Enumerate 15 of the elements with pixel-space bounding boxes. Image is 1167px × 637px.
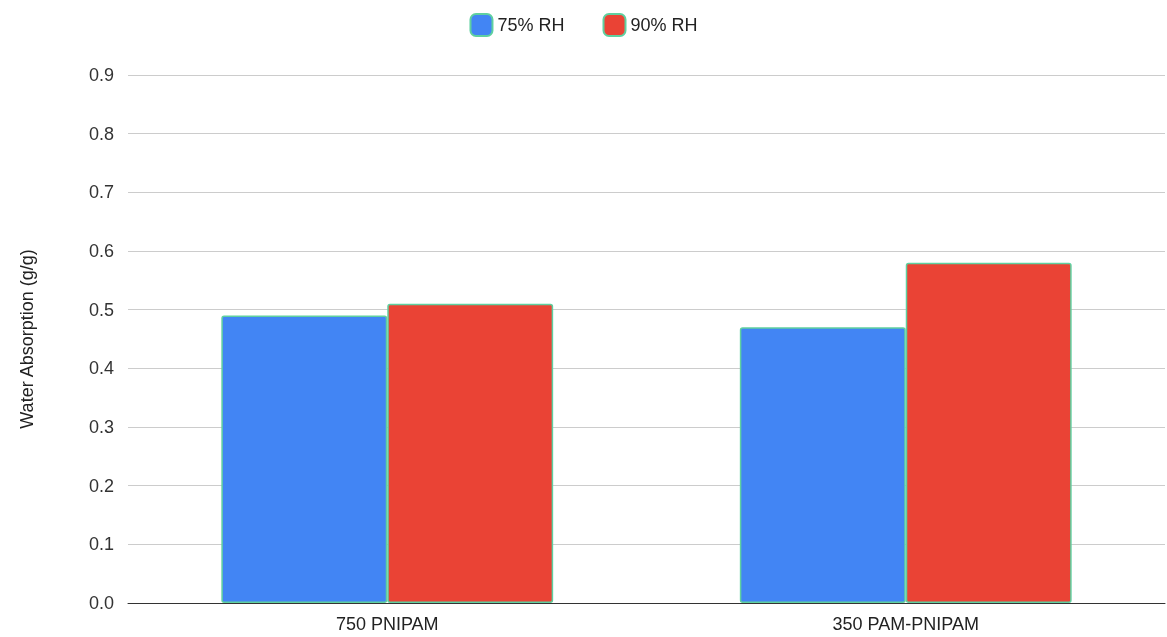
y-axis-title: Water Absorption (g/g) [17, 249, 37, 429]
y-tick-label: 0.8 [88, 123, 114, 144]
x-tick-label: 350 PAM-PNIPAM [832, 614, 979, 634]
legend-label: 75% RH [497, 15, 565, 35]
y-tick-label: 0.5 [88, 299, 114, 320]
y-tick-label: 0.1 [88, 534, 114, 555]
text: 0.0 [88, 593, 114, 613]
y-tick-label: 0.7 [88, 182, 114, 203]
y-tick-label: 0.3 [88, 417, 114, 437]
y-tick-label: 0.6 [88, 241, 114, 261]
legend-label: 90% RH [630, 15, 698, 35]
y-tick-label: 0.4 [88, 358, 114, 379]
y-tick-label: 0.2 [88, 475, 114, 496]
x-tick-label: 750 PNIPAM [335, 614, 439, 634]
y-tick-label: 0.9 [88, 65, 114, 85]
